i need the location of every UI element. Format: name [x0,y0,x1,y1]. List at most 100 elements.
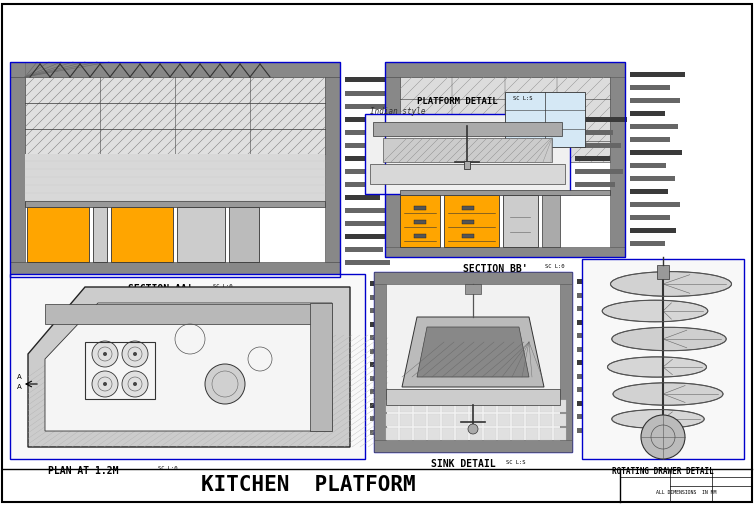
Bar [560,284,572,440]
Bar [385,77,400,247]
Text: SECTION BB': SECTION BB' [463,264,527,274]
Text: SC L:0: SC L:0 [545,265,565,269]
Bar [540,428,552,440]
Bar [85,342,155,399]
Bar [370,362,422,367]
Bar [577,333,627,338]
Bar [577,401,615,405]
Text: SC L:0: SC L:0 [213,285,233,289]
Bar [442,400,454,412]
Bar [630,72,685,77]
Bar [111,207,173,262]
Bar [577,319,612,325]
Bar [345,182,393,187]
Bar [414,220,426,224]
Bar [542,195,560,247]
Bar [498,400,510,412]
Bar [370,321,406,327]
Text: SC L:0: SC L:0 [158,466,177,472]
Bar [177,207,225,262]
Text: PLAN AT 1.2M: PLAN AT 1.2M [48,466,118,476]
Bar [400,77,610,162]
Bar [577,360,622,365]
Bar [575,156,610,161]
Bar [27,207,89,262]
Bar [385,62,625,257]
Text: SECTION AA': SECTION AA' [127,284,192,294]
Bar [630,176,675,181]
Bar [630,228,676,233]
Ellipse shape [602,300,708,322]
Bar [575,130,613,135]
Bar [345,156,397,161]
Bar [370,389,415,394]
Text: A: A [17,374,21,380]
Circle shape [133,352,137,356]
Bar [577,279,632,284]
Bar [345,77,400,82]
Bar [345,260,390,265]
Bar [464,161,470,169]
Bar [10,274,365,459]
Bar [386,428,398,440]
Bar [345,91,387,96]
Circle shape [122,341,148,367]
Bar [345,195,380,200]
Circle shape [205,364,245,404]
Bar [383,138,552,162]
Bar [345,143,385,148]
Circle shape [468,424,478,434]
Ellipse shape [608,357,706,377]
Bar [374,440,572,452]
Text: ALL DIMENSIONS  IN MM: ALL DIMENSIONS IN MM [656,490,716,494]
Bar [630,150,682,155]
Bar [512,414,524,426]
Bar [374,284,386,440]
Bar [577,387,625,392]
Bar [540,400,552,412]
Circle shape [103,382,107,386]
Bar [577,414,621,419]
Bar [386,389,560,405]
Bar [428,400,440,412]
Bar [93,207,107,262]
Text: PLATFORM DETAIL: PLATFORM DETAIL [417,96,498,105]
Bar [456,414,468,426]
Bar [630,98,680,103]
Text: SINK DETAIL: SINK DETAIL [431,459,495,469]
Circle shape [103,352,107,356]
Bar [414,234,426,238]
Text: SC L:S: SC L:S [513,96,532,102]
Bar [498,414,510,426]
Bar [428,414,440,426]
Bar [498,428,510,440]
Text: A: A [17,384,21,390]
Bar [484,400,496,412]
Bar [577,374,612,378]
Text: SC L:S: SC L:S [506,460,526,464]
Bar [345,208,400,213]
Bar [484,428,496,440]
Bar [428,428,440,440]
Bar [630,137,670,142]
Bar [345,234,395,239]
Ellipse shape [611,271,731,296]
Bar [414,206,426,210]
Bar [575,117,627,122]
Bar [370,348,408,354]
Bar [582,259,744,459]
Bar [630,189,668,194]
Bar [370,164,565,184]
Bar [345,130,395,135]
Bar [630,163,666,168]
Bar [630,202,680,207]
Polygon shape [402,317,544,387]
Bar [400,400,412,412]
Text: ROTATING DRAWER DETAIL: ROTATING DRAWER DETAIL [612,466,714,475]
Bar [575,169,623,174]
Bar [512,400,524,412]
Circle shape [133,382,137,386]
Bar [370,416,420,421]
Bar [526,428,538,440]
Bar [442,414,454,426]
